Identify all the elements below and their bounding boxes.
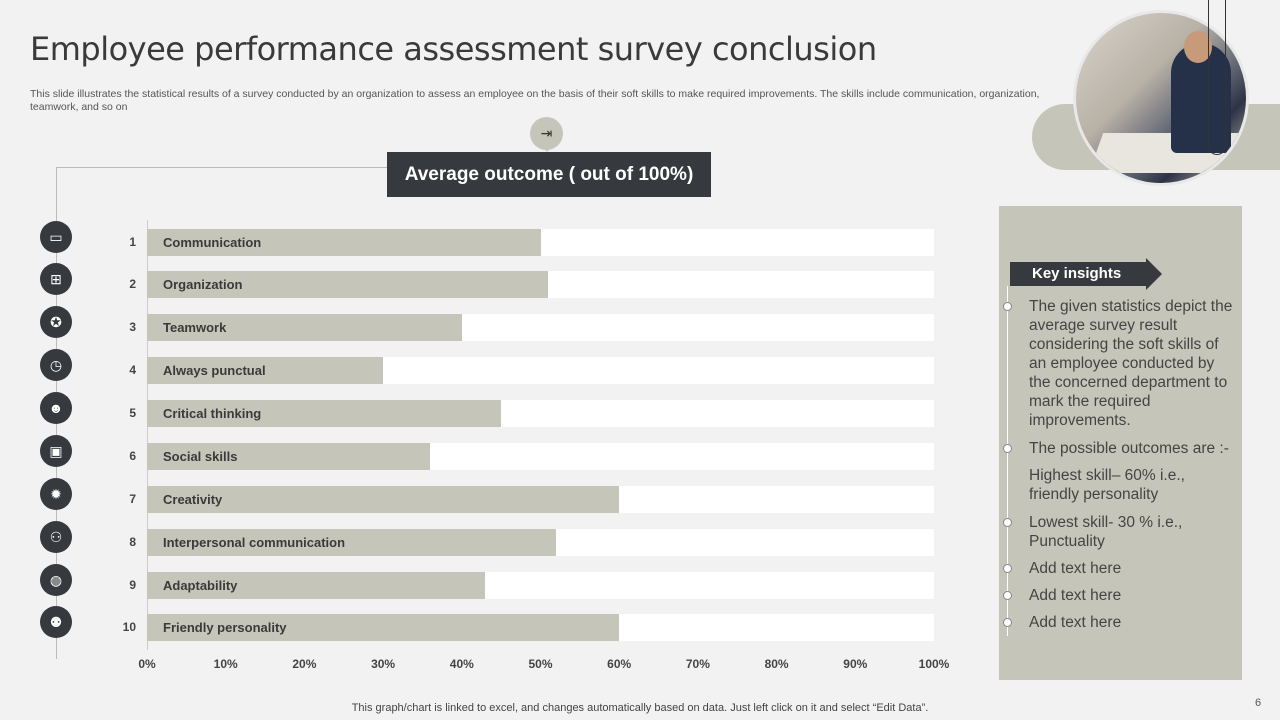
arrow-icon (1146, 258, 1162, 290)
category-label: Social skills (163, 449, 238, 464)
rank-label: 6 (129, 449, 136, 463)
x-tick-label: 60% (607, 657, 632, 671)
bar-track: Interpersonal communication (147, 529, 934, 556)
bar[interactable] (147, 271, 549, 298)
connector-line (56, 167, 387, 168)
rank-label: 3 (129, 320, 136, 334)
bar[interactable] (147, 572, 486, 599)
page-number: 6 (1255, 697, 1262, 709)
org-chart-icon: ⊞ (40, 263, 72, 295)
category-label: Adaptability (163, 578, 238, 593)
bullet-dot (1003, 444, 1012, 453)
insight-item: Add text here (1029, 560, 1122, 577)
exit-door-icon: ⇥ (530, 117, 563, 152)
x-tick-label: 80% (764, 657, 789, 671)
bar-track: Social skills (147, 443, 934, 470)
insight-item: Add text here (1029, 587, 1122, 604)
insights-line (1007, 286, 1008, 636)
category-label: Communication (163, 235, 262, 250)
rank-label: 2 (129, 277, 136, 291)
rank-label: 8 (129, 535, 136, 549)
bar[interactable] (147, 486, 620, 513)
category-label: Always punctual (163, 363, 266, 378)
bullet-dot (1003, 302, 1012, 311)
rank-label: 9 (129, 578, 136, 592)
bar[interactable] (147, 614, 620, 641)
bullet-dot (1003, 591, 1012, 600)
y-axis-line (147, 220, 148, 650)
rank-label: 10 (122, 620, 136, 634)
category-label: Critical thinking (163, 406, 262, 421)
insights-title: Key insights (1010, 262, 1146, 286)
rank-label: 1 (129, 235, 136, 249)
globe-icon: ◍ (40, 564, 72, 596)
bar[interactable] (147, 229, 541, 256)
x-tick-label: 70% (685, 657, 710, 671)
stopwatch-icon: ◷ (40, 349, 72, 381)
page-title: Employee performance assessment survey c… (30, 30, 877, 68)
chart-header: Average outcome ( out of 100%) (387, 152, 711, 197)
bar-track: Friendly personality (147, 614, 934, 641)
footer-note: This graph/chart is linked to excel, and… (351, 702, 929, 714)
bar[interactable] (147, 400, 502, 427)
board-icon: ▣ (40, 435, 72, 467)
insight-item: Add text here (1029, 614, 1122, 631)
category-label: Creativity (163, 492, 223, 507)
decorative-outline (1208, 0, 1226, 155)
insight-item: The possible outcomes are :- (1029, 440, 1229, 457)
people-icon: ⚉ (40, 606, 72, 638)
bar[interactable] (147, 314, 462, 341)
rank-label: 7 (129, 492, 136, 506)
bar-track: Adaptability (147, 572, 934, 599)
category-label: Friendly personality (163, 620, 287, 635)
insight-item: Lowest skill- 30 % i.e., Punctuality (1029, 514, 1183, 550)
x-tick-label: 90% (843, 657, 868, 671)
category-label: Organization (163, 277, 243, 292)
category-label: Teamwork (163, 320, 227, 335)
x-tick-label: 0% (138, 657, 156, 671)
bullet-dot (1003, 518, 1012, 527)
insight-item: Highest skill– 60% i.e., friendly person… (1029, 467, 1185, 503)
x-tick-label: 40% (449, 657, 474, 671)
bullet-dot (1003, 564, 1012, 573)
presentation-icon: ▭ (40, 221, 72, 253)
bar-track: Communication (147, 229, 934, 256)
bar-track: Critical thinking (147, 400, 934, 427)
bar[interactable] (147, 529, 557, 556)
x-tick-label: 30% (371, 657, 396, 671)
team-icon: ✪ (40, 306, 72, 338)
bar-track: Creativity (147, 486, 934, 513)
x-tick-label: 20% (292, 657, 317, 671)
employee-photo (1073, 10, 1249, 186)
category-label: Interpersonal communication (163, 535, 346, 550)
rank-label: 4 (129, 363, 136, 377)
rank-label: 5 (129, 406, 136, 420)
bar[interactable] (147, 443, 431, 470)
lightbulb-icon: ✹ (40, 478, 72, 510)
bar-track: Teamwork (147, 314, 934, 341)
bar-track: Always punctual (147, 357, 934, 384)
meeting-icon: ⚇ (40, 521, 72, 553)
bar-track: Organization (147, 271, 934, 298)
page-subtitle: This slide illustrates the statistical r… (30, 88, 1040, 113)
x-tick-label: 10% (213, 657, 238, 671)
insight-item: The given statistics depict the average … (1029, 298, 1233, 429)
x-tick-label: 50% (528, 657, 553, 671)
bullet-dot (1003, 618, 1012, 627)
bar[interactable] (147, 357, 384, 384)
x-tick-label: 100% (918, 657, 950, 671)
brain-icon: ☻ (40, 392, 72, 424)
